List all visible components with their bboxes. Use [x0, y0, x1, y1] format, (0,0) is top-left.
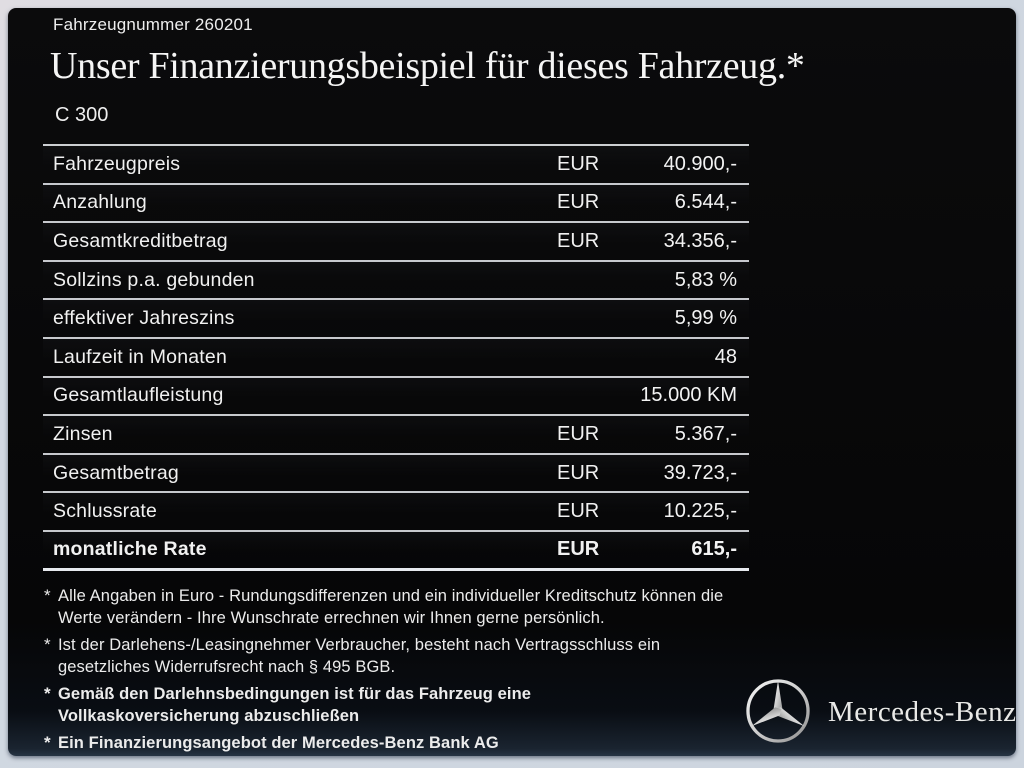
row-value: 10.225,-: [663, 500, 737, 523]
brand-logo-lockup: Mercedes-Benz: [745, 678, 1016, 744]
table-row-gesamtlaufleistung: Gesamtlaufleistung 15.000 KM: [43, 377, 749, 417]
row-label: Gesamtlaufleistung: [53, 384, 224, 407]
row-value: 39.723,-: [663, 461, 737, 484]
row-value: 15.000 KM: [640, 384, 737, 407]
row-label: Gesamtbetrag: [53, 461, 179, 484]
mercedes-star-icon: [745, 678, 811, 744]
row-value: 48: [714, 345, 737, 368]
row-label: Zinsen: [53, 422, 113, 445]
vehicle-number: Fahrzeugnummer 260201: [53, 15, 253, 34]
asterisk-marker: *: [44, 684, 51, 703]
footnote-rounding-disclaimer: * Alle Angaben in Euro - Rundungsdiffere…: [44, 585, 756, 629]
row-label: effektiver Jahreszins: [53, 307, 235, 330]
row-value: 5,99 %: [674, 307, 737, 330]
row-label: Schlussrate: [53, 500, 158, 523]
finance-table: Fahrzeugpreis EUR 40.900,- Anzahlung EUR…: [43, 144, 749, 571]
footnote-vollkasko: * Gemäß den Darlehnsbedingungen ist für …: [44, 683, 756, 727]
table-row-gesamtkreditbetrag: Gesamtkreditbetrag EUR 34.356,-: [43, 223, 749, 262]
row-value: 5,83 %: [674, 268, 737, 291]
footnote-text: Alle Angaben in Euro - Rundungsdifferenz…: [58, 587, 724, 627]
row-currency: EUR: [557, 538, 600, 561]
brand-wordmark: Mercedes-Benz: [828, 695, 1017, 728]
row-label: Sollzins p.a. gebunden: [53, 268, 255, 291]
table-row-laufzeit: Laufzeit in Monaten 48: [43, 338, 749, 378]
asterisk-marker: *: [44, 635, 51, 654]
row-label: Anzahlung: [53, 191, 147, 214]
row-value: 6.544,-: [674, 191, 737, 214]
footnote-text: Ist der Darlehens-/Leasingnehmer Verbrau…: [58, 636, 661, 676]
row-value: 615,-: [691, 538, 737, 561]
row-label: Laufzeit in Monaten: [53, 345, 227, 368]
row-currency: EUR: [557, 500, 600, 523]
row-currency: EUR: [557, 152, 600, 175]
footnote-text: Ein Finanzierungsangebot der Mercedes-Be…: [58, 734, 499, 752]
table-row-anzahlung: Anzahlung EUR 6.544,-: [43, 184, 749, 224]
row-currency: EUR: [557, 461, 600, 484]
footnotes: * Alle Angaben in Euro - Rundungsdiffere…: [44, 585, 756, 754]
asterisk-marker: *: [44, 586, 51, 605]
row-label: Gesamtkreditbetrag: [53, 229, 228, 252]
row-value: 34.356,-: [663, 229, 737, 252]
row-value: 5.367,-: [674, 422, 737, 445]
row-value: 40.900,-: [663, 152, 737, 175]
row-label: Fahrzeugpreis: [53, 152, 181, 175]
page-title: Unser Finanzierungsbeispiel für dieses F…: [50, 45, 805, 87]
table-row-fahrzeugpreis: Fahrzeugpreis EUR 40.900,-: [43, 146, 749, 185]
row-currency: EUR: [557, 191, 600, 214]
table-row-zinsen: Zinsen EUR 5.367,-: [43, 416, 749, 455]
table-row-gesamtbetrag: Gesamtbetrag EUR 39.723,-: [43, 454, 749, 494]
financing-card: Fahrzeugnummer 260201 Unser Finanzierung…: [8, 8, 1016, 756]
row-currency: EUR: [557, 422, 600, 445]
row-currency: EUR: [557, 229, 600, 252]
asterisk-marker: *: [44, 733, 51, 752]
table-row-schlussrate: Schlussrate EUR 10.225,-: [43, 493, 749, 532]
table-row-monatliche-rate: monatliche Rate EUR 615,-: [43, 531, 749, 571]
footnote-widerrufsrecht: * Ist der Darlehens-/Leasingnehmer Verbr…: [44, 634, 756, 678]
table-row-sollzins: Sollzins p.a. gebunden 5,83 %: [43, 261, 749, 301]
footnote-bank-offer: * Ein Finanzierungsangebot der Mercedes-…: [44, 732, 756, 754]
table-row-effektiver-jahreszins: effektiver Jahreszins 5,99 %: [43, 300, 749, 339]
row-label: monatliche Rate: [53, 538, 207, 561]
vehicle-model: C 300: [55, 104, 109, 126]
footnote-text: Gemäß den Darlehnsbedingungen ist für da…: [58, 685, 532, 725]
